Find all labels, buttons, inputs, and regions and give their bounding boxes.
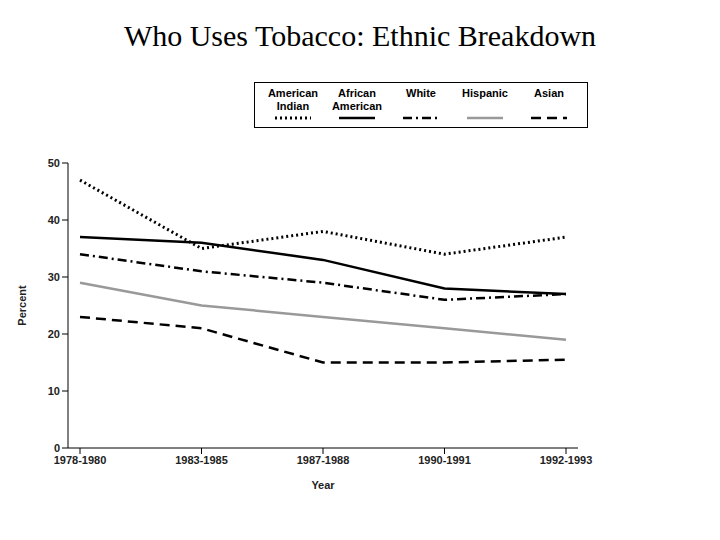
html-text:Hispanic: Hispanic [462,87,508,99]
svg-text:1992-1993: 1992-1993 [540,454,593,466]
svg-text:30: 30 [48,271,60,283]
svg-text:0: 0 [54,442,60,454]
html-text:American Indian: American Indian [267,87,319,112]
svg-text:1983-1985: 1983-1985 [175,454,228,466]
svg-text:1987-1988: 1987-1988 [297,454,350,466]
svg-text:10: 10 [48,385,60,397]
svg-text:50: 50 [48,157,60,169]
svg-text:1990-1991: 1990-1991 [418,454,471,466]
svg-text:40: 40 [48,214,60,226]
html-text:Asian: Asian [534,87,564,99]
svg-text:1978-1980: 1978-1980 [54,454,107,466]
html-text:White: White [406,87,436,99]
svg-text:20: 20 [48,328,60,340]
html-text:Who Uses Tobacco: Ethnic Break: Who Uses Tobacco: Ethnic Breakdown [123,19,597,52]
html-text:African American: African American [331,87,383,112]
svg-text:Percent: Percent [16,285,28,326]
svg-text:Year: Year [311,479,335,491]
